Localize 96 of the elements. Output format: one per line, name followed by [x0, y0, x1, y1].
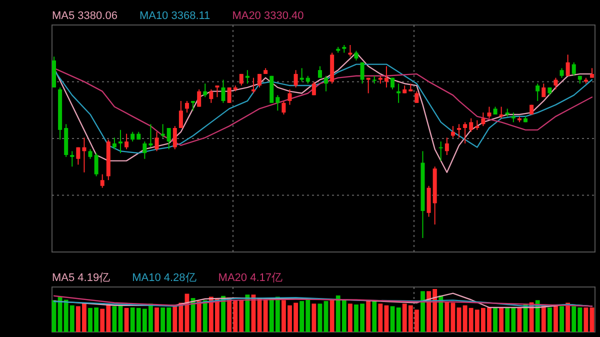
candlestick — [184, 100, 189, 114]
bar — [584, 307, 588, 332]
candlestick — [354, 50, 358, 61]
text: MA5 3380.06 — [52, 10, 118, 22]
candlestick — [487, 106, 492, 119]
candlestick — [94, 152, 98, 177]
candlestick — [118, 129, 122, 154]
candlestick — [166, 127, 171, 150]
candlestick — [124, 133, 129, 150]
candlestick — [414, 90, 419, 104]
candlestick — [215, 85, 220, 98]
candlestick — [276, 94, 280, 112]
candlestick — [384, 66, 388, 88]
bar — [202, 300, 208, 332]
series-label: MA10 4.28亿 — [132, 272, 196, 284]
candlestick — [251, 77, 256, 94]
candlestick — [396, 83, 401, 104]
bar — [547, 307, 552, 332]
bar — [438, 295, 444, 332]
candlestick — [178, 100, 183, 128]
candlestick — [82, 137, 86, 173]
candlestick — [288, 88, 292, 106]
candlestick — [499, 106, 504, 119]
bar — [245, 294, 250, 332]
candlestick — [511, 112, 516, 123]
bar — [450, 302, 456, 332]
candlestick — [245, 70, 250, 84]
candlestick — [258, 73, 262, 88]
bar — [312, 304, 316, 332]
series-label: MA5 4.19亿 — [52, 272, 110, 284]
candlestick — [590, 68, 594, 78]
bar — [378, 304, 383, 332]
bar — [324, 301, 328, 332]
bar — [420, 291, 425, 332]
candlestick — [88, 148, 92, 160]
candlestick — [294, 70, 298, 88]
candlestick — [112, 137, 116, 150]
candlestick — [348, 44, 352, 58]
bar — [566, 302, 570, 332]
candlestick — [324, 75, 328, 92]
candlestick — [542, 83, 546, 98]
bar — [444, 302, 450, 332]
candlestick — [70, 150, 74, 168]
candlestick — [536, 83, 540, 102]
candlestick — [566, 54, 570, 76]
bar — [499, 307, 504, 332]
candlestick — [312, 81, 316, 96]
candlestick — [148, 124, 153, 148]
candlestick — [450, 126, 455, 138]
candlestick — [554, 77, 558, 90]
candlestick — [76, 146, 80, 166]
bar — [318, 304, 322, 332]
candlestick — [457, 124, 462, 138]
candlestick — [475, 120, 480, 130]
candlestick — [130, 131, 135, 142]
candlestick — [572, 62, 576, 76]
candlestick — [438, 141, 443, 162]
bar — [554, 304, 558, 332]
bar — [535, 300, 540, 332]
bar — [396, 307, 401, 332]
candlestick — [227, 86, 232, 104]
candlestick — [172, 126, 177, 150]
bar — [263, 299, 268, 332]
bar — [384, 305, 389, 332]
bar — [154, 307, 159, 332]
text: MA10 3368.11 — [139, 10, 210, 22]
candlestick — [318, 66, 322, 78]
candlestick — [481, 112, 486, 127]
bar — [493, 307, 498, 332]
bar — [366, 300, 371, 332]
candlestick — [154, 131, 159, 152]
text: MA20 3330.40 — [232, 10, 304, 22]
bar — [456, 307, 462, 332]
candlestick — [203, 83, 208, 98]
candlestick — [100, 174, 104, 188]
bar — [348, 304, 352, 332]
bar — [112, 306, 117, 332]
bar — [124, 308, 129, 332]
candlestick — [282, 100, 286, 115]
series-label: MA20 4.17亿 — [218, 272, 282, 284]
bar — [590, 307, 594, 332]
candlestick — [360, 62, 364, 84]
bar — [541, 304, 546, 332]
candlestick — [142, 141, 147, 160]
candlestick — [444, 137, 449, 156]
bar — [372, 301, 377, 332]
bar — [560, 306, 564, 332]
bar — [196, 301, 202, 332]
candlestick — [560, 68, 564, 78]
candlestick — [469, 118, 474, 132]
candlestick — [463, 122, 468, 144]
candlestick — [197, 88, 202, 108]
candlestick — [221, 79, 226, 104]
bar — [330, 300, 334, 332]
candlestick — [209, 88, 214, 104]
bar — [390, 306, 395, 332]
